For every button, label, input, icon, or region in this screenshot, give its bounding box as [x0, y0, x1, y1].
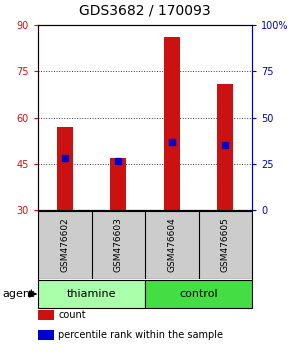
- Bar: [164, 37, 180, 210]
- Text: GDS3682 / 170093: GDS3682 / 170093: [79, 4, 211, 18]
- Text: agent: agent: [2, 289, 35, 299]
- Bar: [57, 127, 73, 210]
- Text: GSM476604: GSM476604: [167, 218, 176, 272]
- Text: GSM476603: GSM476603: [114, 218, 123, 273]
- Bar: [217, 84, 233, 210]
- Bar: [38, 330, 54, 340]
- Text: control: control: [179, 289, 218, 299]
- Bar: [38, 310, 54, 320]
- Text: thiamine: thiamine: [67, 289, 116, 299]
- Text: count: count: [58, 310, 86, 320]
- Text: percentile rank within the sample: percentile rank within the sample: [58, 330, 223, 339]
- Text: GSM476605: GSM476605: [221, 218, 230, 273]
- Bar: [38, 280, 145, 308]
- Bar: [110, 158, 126, 210]
- Bar: [145, 280, 252, 308]
- Text: GSM476602: GSM476602: [60, 218, 69, 272]
